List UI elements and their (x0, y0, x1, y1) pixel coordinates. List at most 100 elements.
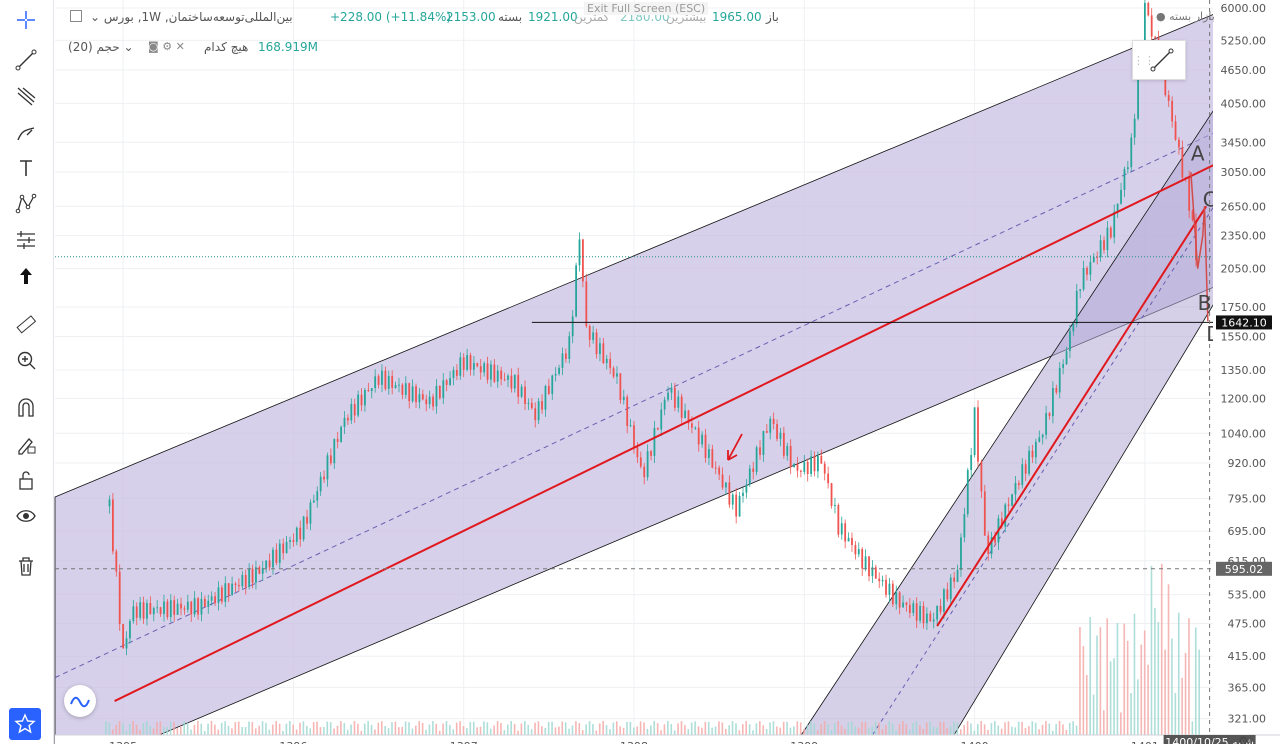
trendline-icon[interactable] (8, 44, 44, 76)
volume-bar (483, 721, 485, 735)
favorites-star-icon[interactable] (9, 708, 41, 740)
candle-body (336, 439, 339, 442)
volume-bar (145, 721, 148, 735)
candle-body (973, 407, 976, 456)
text-icon[interactable] (8, 152, 44, 184)
candle-body (946, 589, 949, 600)
volume-bar (517, 730, 519, 735)
prediction-icon[interactable] (8, 224, 44, 256)
candle-body (895, 592, 898, 605)
candle-body (544, 385, 547, 410)
candle-body (227, 583, 230, 596)
abcd-pattern (1190, 172, 1209, 322)
volume-bar (1007, 721, 1010, 735)
volume-none-label: هیچ کدام (204, 40, 249, 54)
volume-bar (718, 721, 720, 735)
volume-bar (959, 729, 962, 735)
eye-icon[interactable] (8, 500, 44, 532)
pitchfork-icon[interactable] (8, 80, 44, 112)
volume-bar (425, 729, 427, 735)
candle-body (813, 456, 816, 472)
trash-icon[interactable] (8, 550, 44, 582)
volume-bar (1171, 638, 1173, 735)
candle-body (469, 355, 472, 370)
magnet-icon[interactable] (8, 392, 44, 424)
floating-drawing-widget[interactable]: ⋮⋮ (1132, 40, 1186, 80)
volume-bar (1106, 618, 1109, 735)
volume-bar (312, 722, 315, 735)
candle-body (507, 375, 509, 380)
volume-bar (547, 721, 550, 735)
volume-bar (183, 721, 186, 735)
volume-bar (741, 724, 744, 735)
volume-dropdown-chevron-icon[interactable]: ⌄ (123, 40, 134, 54)
close-value: 2153.00 (446, 10, 496, 24)
candle-body (524, 386, 526, 404)
candle-body (820, 455, 823, 464)
candle-body (500, 370, 503, 380)
volume-bar (340, 721, 342, 735)
candle-body (670, 387, 673, 393)
volume-bar (1147, 664, 1149, 735)
candle-body (530, 402, 533, 409)
price-tick-label: 365.00 (1228, 681, 1267, 694)
volume-bar (503, 729, 506, 735)
unlock-icon[interactable] (8, 464, 44, 496)
candle-body (537, 401, 540, 421)
candle-body (510, 375, 513, 389)
study-settings-icon[interactable]: ⚙ (162, 40, 173, 53)
price-tick-label: 795.00 (1228, 492, 1267, 505)
trendline-widget-icon[interactable] (1147, 45, 1177, 75)
exit-fullscreen-hint[interactable]: Exit Full Screen (ESC) (584, 2, 709, 15)
crosshair-icon[interactable] (8, 4, 44, 36)
volume-bar (707, 721, 710, 735)
dropdown-chevron-icon[interactable]: ⌄ (90, 10, 101, 24)
volume-bar (755, 723, 758, 735)
candle-body (905, 602, 908, 605)
tradingview-logo-icon[interactable] (64, 685, 96, 717)
candle-body (990, 537, 993, 554)
price-tick-label: 1350.00 (1221, 364, 1267, 377)
candle-body (176, 603, 179, 615)
zoom-in-icon[interactable] (8, 344, 44, 376)
lock-drawing-icon[interactable] (8, 428, 44, 460)
volume-bar (173, 722, 175, 735)
candle-body (782, 432, 785, 456)
ruler-icon[interactable] (8, 308, 44, 340)
candle-body (677, 396, 680, 408)
drag-handle-icon[interactable]: ⋮⋮ (1133, 53, 1155, 67)
candle-body (462, 357, 465, 370)
study-visibility-icon[interactable]: ◙ (148, 40, 159, 53)
pattern-icon[interactable] (8, 188, 44, 220)
candle-body (765, 431, 768, 433)
volume-bar (626, 721, 628, 735)
collapse-legend-icon[interactable] (70, 10, 82, 22)
candle-body (595, 332, 598, 355)
candle-body (156, 607, 159, 609)
volume-bar (122, 723, 124, 735)
volume-bar (302, 721, 305, 735)
brush-icon[interactable] (8, 116, 44, 148)
candle-body (479, 366, 482, 373)
candle-body (922, 605, 925, 624)
study-remove-icon[interactable]: ✕ (175, 40, 185, 53)
volume-bar (735, 723, 737, 735)
candle-body (626, 396, 629, 427)
candle-body (1048, 413, 1051, 417)
candle-body (803, 461, 806, 472)
candle-body (360, 394, 363, 406)
volume-bar (462, 726, 465, 735)
volume-bar (895, 730, 897, 735)
candle-body (970, 455, 973, 471)
time-axis-settings-icon[interactable]: ⚙ (1238, 734, 1249, 744)
volume-bar (214, 724, 216, 735)
volume-bar (970, 723, 972, 735)
volume-bar (558, 726, 560, 735)
candle-body (258, 567, 261, 574)
volume-bar (1072, 721, 1074, 735)
candle-body (391, 375, 394, 388)
arrow-up-icon[interactable] (8, 260, 44, 292)
volume-bar (953, 721, 955, 735)
candle-body (1126, 167, 1129, 170)
